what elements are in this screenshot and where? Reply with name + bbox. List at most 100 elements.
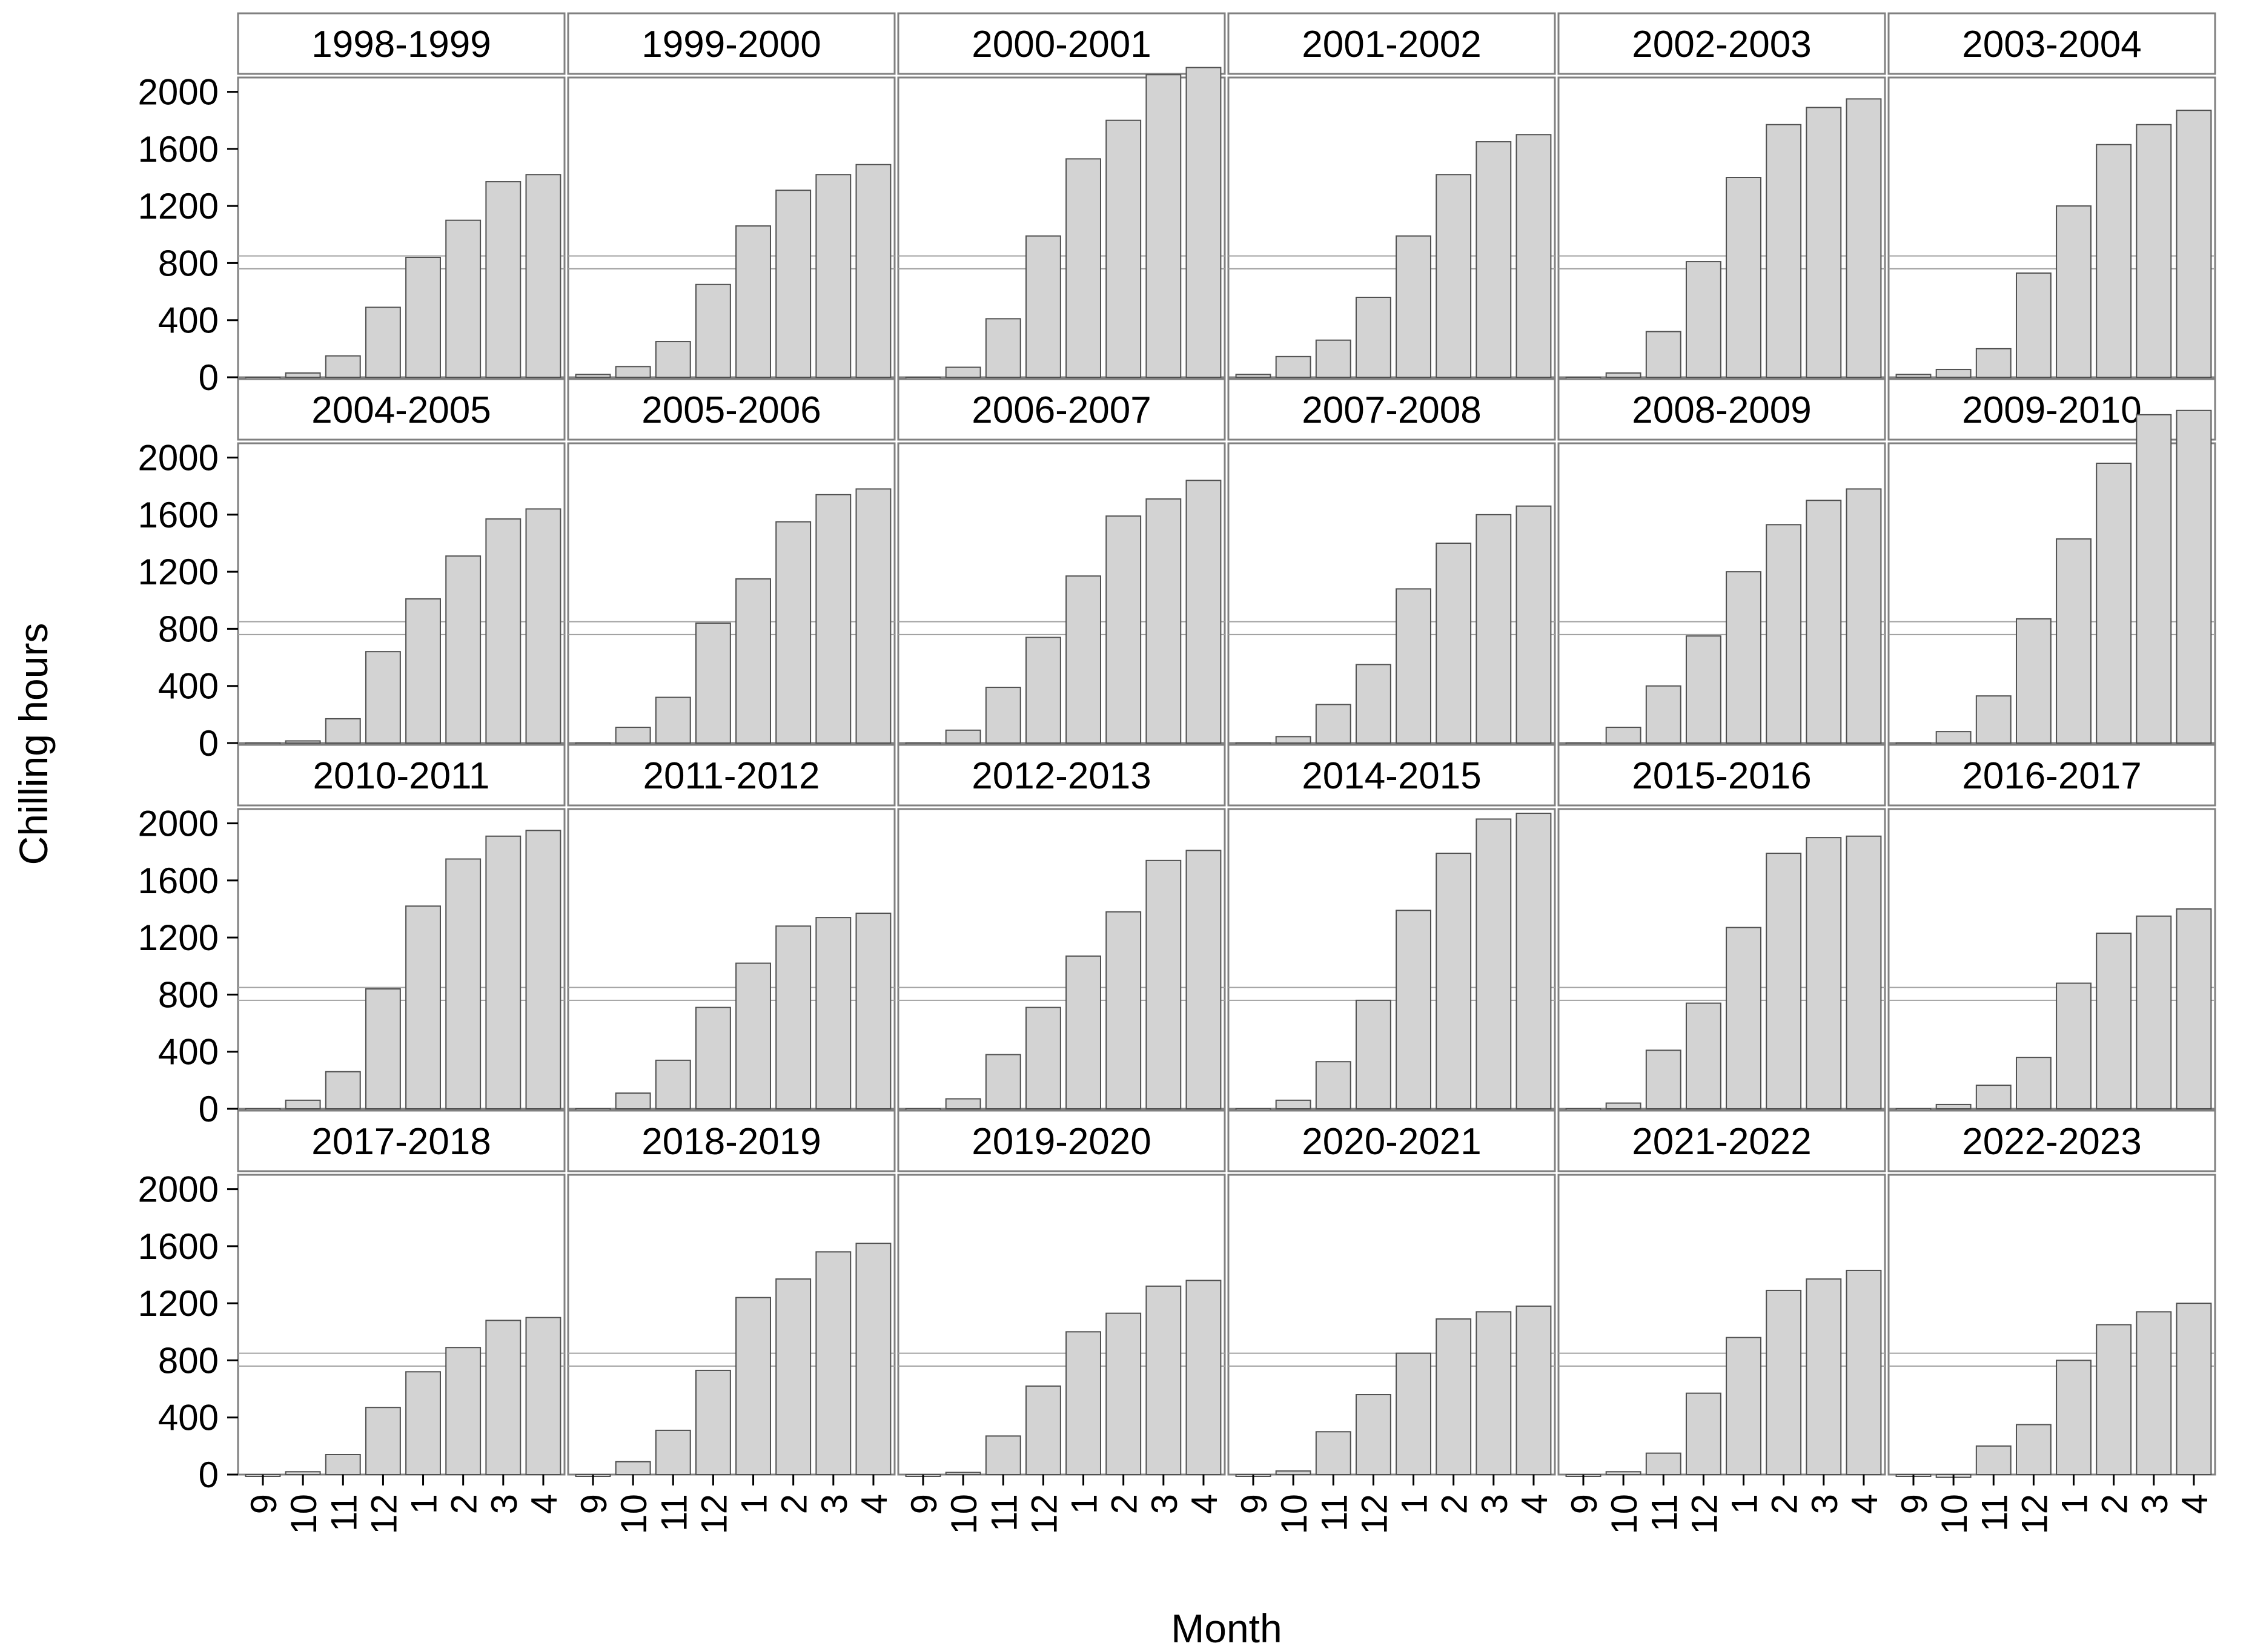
bar [285, 372, 321, 378]
bar [615, 727, 651, 744]
facet-panel: 2001-2002 [1227, 12, 1556, 378]
bar [1975, 348, 2012, 378]
bar [1105, 911, 1142, 1109]
bar [1806, 1278, 1842, 1476]
facet-panel: 2006-2007 [897, 378, 1226, 745]
facet-title: 2004-2005 [311, 389, 491, 431]
x-tick-label: 9 [243, 1494, 284, 1514]
bar [1476, 141, 1512, 378]
bar [2136, 915, 2172, 1110]
facet-panel: 2000-2001 [897, 12, 1226, 380]
bar [1105, 515, 1142, 744]
bar [405, 598, 441, 744]
y-tick-label: 2000 [138, 72, 219, 113]
bar [1645, 1049, 1681, 1110]
x-tick-label: 11 [654, 1494, 694, 1531]
x-tick-label: 2 [2095, 1494, 2135, 1514]
facet-title: 2007-2008 [1302, 389, 1482, 431]
facet-title: 1998-1999 [311, 24, 491, 65]
y-tick-label: 1200 [138, 1283, 219, 1324]
bar [485, 181, 522, 378]
y-tick-label: 0 [199, 1089, 219, 1129]
bar [1105, 1312, 1142, 1475]
facet-strip [897, 12, 1226, 75]
bar [815, 494, 852, 744]
facet-strip [1227, 744, 1556, 807]
bar [1645, 1452, 1681, 1475]
bar [945, 1098, 981, 1109]
bar [1935, 731, 1972, 744]
bar [485, 1320, 522, 1475]
facet-panel: 2011-2012 [567, 744, 896, 1111]
bar [325, 718, 361, 744]
facet-panel: 2010-2011 0 400 800 1200 1600 2000 [138, 744, 566, 1129]
facet-strip [237, 378, 566, 441]
facet-panel: 2008-2009 [1557, 378, 1886, 745]
facet-title: 2021-2022 [1632, 1121, 1812, 1163]
bar [615, 1461, 651, 1475]
bar [1396, 1352, 1431, 1475]
facet-strip [1557, 1109, 1886, 1172]
bar [855, 488, 892, 744]
bar [1105, 119, 1142, 378]
bar [2176, 110, 2212, 378]
bar [1065, 1331, 1101, 1475]
x-tick-label: 3 [1474, 1494, 1515, 1514]
facet-panel: 2003-2004 [1887, 12, 2216, 378]
bar [1065, 575, 1101, 744]
x-tick-label: 4 [1514, 1494, 1555, 1514]
bar [1235, 374, 1271, 378]
bar [1515, 134, 1552, 378]
bar [1685, 1392, 1721, 1475]
bar [1935, 1103, 1972, 1110]
bar [1726, 1336, 1761, 1476]
facet-panel: 1998-1999 0 400 800 1200 1600 2000 [138, 12, 566, 398]
facet-strip [567, 12, 896, 75]
y-tick-label: 800 [158, 1340, 219, 1381]
bar [1806, 500, 1842, 744]
facet-title: 2019-2020 [972, 1121, 1151, 1163]
bar [1726, 177, 1761, 378]
bar [1275, 1099, 1311, 1110]
bar [445, 1347, 482, 1476]
bar [1315, 1431, 1351, 1475]
bar [1185, 850, 1222, 1110]
facet-title: 2006-2007 [972, 389, 1151, 431]
bar [2056, 982, 2092, 1109]
facet-strip [237, 1109, 566, 1172]
bar [1185, 67, 1222, 378]
facet-title: 2010-2011 [313, 755, 490, 797]
bar [1846, 835, 1882, 1110]
x-tick-label: 1 [404, 1494, 445, 1514]
bar [445, 555, 482, 744]
facet-panel: 2004-2005 0 400 800 1200 1600 2000 [138, 378, 566, 764]
x-tick-label: 10 [1604, 1494, 1645, 1535]
bar [2136, 1311, 2172, 1475]
bar [1935, 369, 1972, 378]
bar [945, 729, 981, 744]
bar [1766, 1289, 1802, 1475]
facet-panel: 2002-2003 [1557, 12, 1886, 380]
bar [1145, 74, 1182, 378]
bar [2136, 414, 2172, 744]
bar [285, 1471, 321, 1475]
bar [1645, 331, 1681, 378]
facet-strip [1557, 744, 1886, 807]
bar [615, 1092, 651, 1109]
facet-panel: 1999-2000 [567, 12, 896, 378]
bar [1145, 859, 1182, 1110]
bar [2015, 1424, 2052, 1475]
bar [1315, 704, 1351, 744]
x-tick-label: 3 [2135, 1494, 2175, 1514]
x-tick-label: 10 [283, 1494, 324, 1535]
x-tick-label: 4 [2174, 1494, 2215, 1514]
y-tick-label: 800 [158, 974, 219, 1015]
bar [985, 1054, 1021, 1110]
bar [2096, 933, 2132, 1109]
bar [365, 1407, 401, 1476]
